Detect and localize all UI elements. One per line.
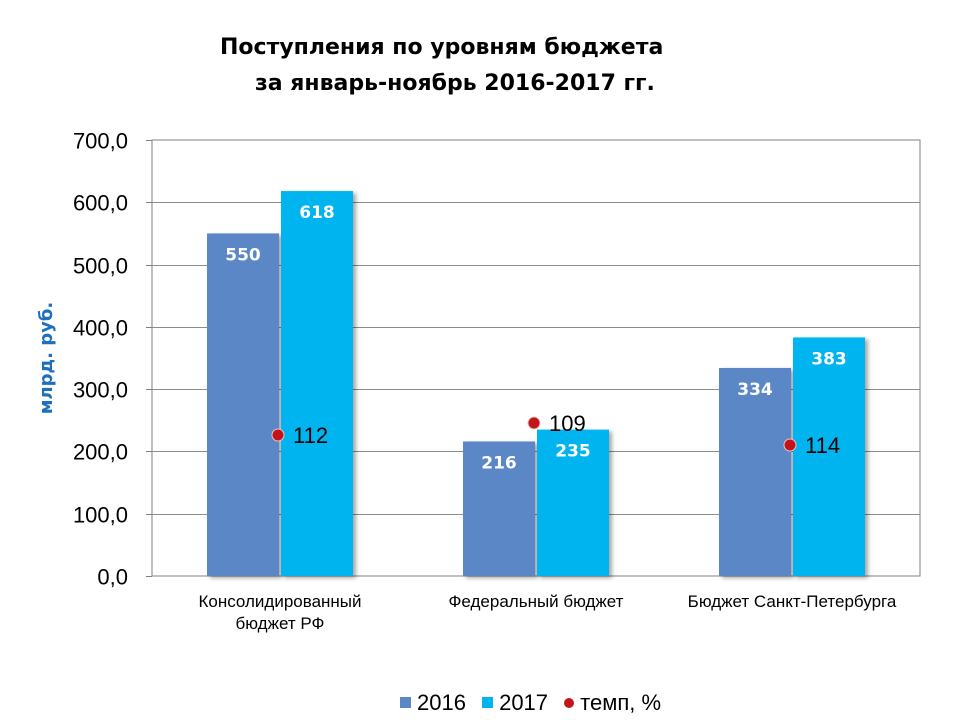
bar-2016	[463, 441, 535, 576]
rate-marker	[527, 416, 541, 430]
bar-value-label: 383	[811, 349, 847, 369]
bar-value-label: 216	[481, 453, 517, 473]
legend-label-rate: темп, %	[580, 690, 662, 715]
rate-marker	[271, 428, 285, 442]
rate-marker	[783, 438, 797, 452]
legend-label-2016: 2016	[417, 689, 466, 715]
category-label: Федеральный бюджет	[449, 592, 624, 611]
chart-title-line2: за январь-ноябрь 2016-2017 гг.	[255, 71, 655, 96]
legend-item-rate: темп, %	[564, 690, 661, 716]
legend-marker-rate	[564, 698, 575, 708]
category-label: Консолидированный	[198, 592, 361, 611]
legend-swatch-2016	[400, 697, 411, 708]
bar-2017	[281, 191, 353, 576]
y-tick-label: 600,0	[73, 191, 128, 216]
bar-2017	[537, 429, 609, 576]
bar-2016	[207, 233, 279, 576]
y-tick-label: 200,0	[73, 440, 128, 465]
bar-2016	[719, 367, 791, 576]
chart-title-line1: Поступления по уровням бюджета	[220, 35, 664, 60]
legend-item-2016: 2016	[400, 690, 466, 716]
legend: 2016 2017 темп, %	[400, 688, 671, 716]
plot-area	[151, 139, 921, 577]
y-tick-label: 500,0	[73, 254, 128, 279]
y-axis-label: млрд. руб.	[36, 302, 57, 414]
bar-2017	[793, 337, 865, 576]
y-tick-label: 0,0	[97, 565, 128, 590]
bar-value-label: 235	[555, 442, 591, 462]
bar-value-label: 618	[299, 203, 335, 223]
bar-value-label: 550	[225, 245, 261, 265]
rate-label: 114	[805, 433, 840, 458]
y-tick-label: 100,0	[73, 503, 128, 528]
category-label: бюджет РФ	[236, 614, 325, 633]
bar-value-label: 334	[737, 380, 773, 400]
legend-swatch-2017	[482, 697, 494, 708]
y-tick-label: 700,0	[73, 129, 128, 154]
category-label: Бюджет Санкт-Петербурга	[688, 592, 897, 611]
legend-label-2017: 2017	[499, 689, 549, 715]
rate-label: 112	[293, 423, 328, 448]
rate-label: 109	[549, 411, 586, 436]
legend-item-2017: 2017	[482, 690, 548, 716]
y-tick-label: 300,0	[73, 378, 128, 403]
y-tick-label: 400,0	[73, 316, 128, 341]
chart-title: Поступления по уровням бюджета за январь…	[150, 30, 790, 102]
